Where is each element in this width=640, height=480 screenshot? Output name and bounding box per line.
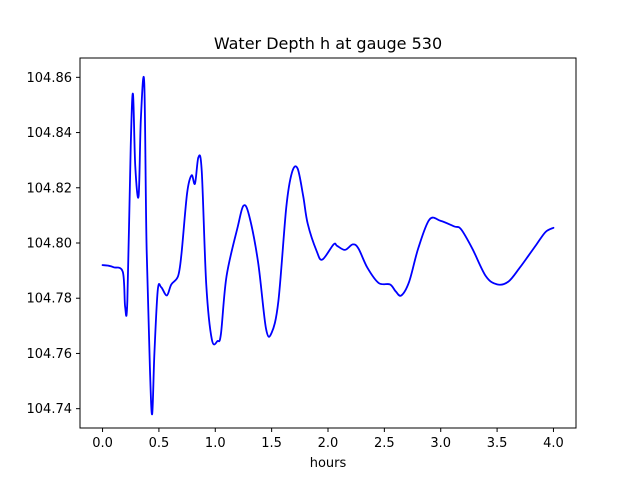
x-tick-label: 1.5 (261, 436, 282, 451)
chart-title: Water Depth h at gauge 530 (214, 34, 442, 53)
y-tick-label: 104.86 (27, 71, 73, 86)
y-tick-label: 104.78 (27, 292, 73, 307)
series-layer (101, 75, 555, 416)
y-tick-label: 104.74 (27, 402, 73, 417)
y-tick-label: 104.76 (27, 347, 73, 362)
x-tick-label: 0.0 (92, 436, 113, 451)
x-tick-label: 0.5 (149, 436, 170, 451)
x-tick-label: 2.5 (374, 436, 395, 451)
y-tick-label: 104.82 (27, 181, 73, 196)
x-tick-label: 1.0 (205, 436, 226, 451)
x-axis-label: hours (310, 456, 347, 471)
series-line-water-depth (101, 75, 555, 416)
x-axis: 0.0 0.5 1.0 1.5 2.0 2.5 3.0 3.5 4.0 (92, 428, 564, 451)
x-tick-label: 4.0 (543, 436, 564, 451)
y-tick-label: 104.80 (27, 237, 73, 252)
y-axis: 104.74 104.76 104.78 104.80 104.82 104.84 104.… (27, 71, 80, 417)
x-tick-label: 3.5 (487, 436, 508, 451)
x-tick-label: 3.0 (430, 436, 451, 451)
x-tick-label: 2.0 (318, 436, 339, 451)
y-tick-label: 104.84 (27, 126, 73, 141)
